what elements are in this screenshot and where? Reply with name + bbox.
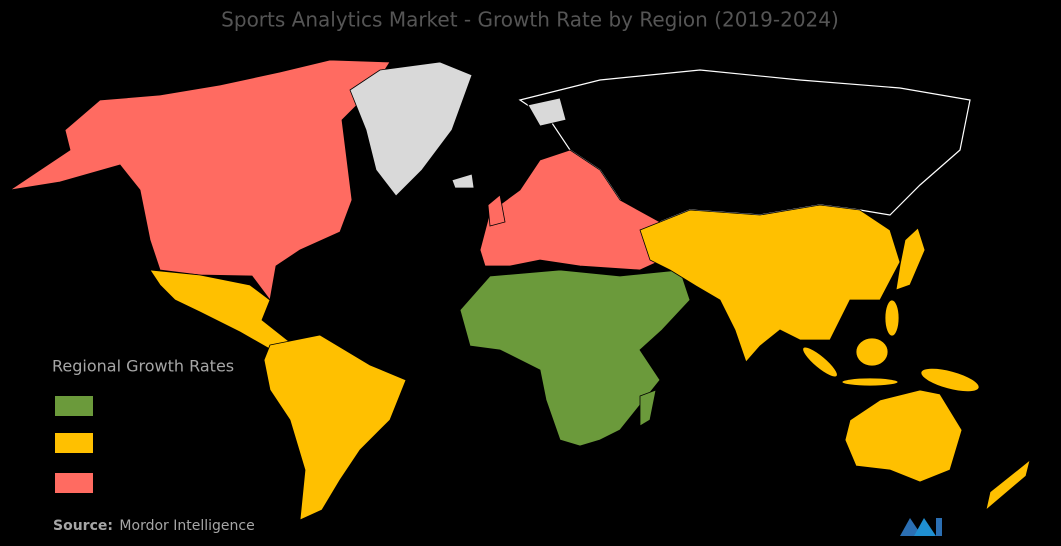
region-new-zealand — [985, 458, 1031, 512]
region-sumatra — [802, 346, 838, 378]
region-madagascar — [639, 389, 657, 427]
logo-shape — [936, 518, 942, 536]
legend-swatch — [55, 396, 93, 416]
region-java — [841, 377, 899, 387]
region-north-america — [9, 59, 391, 301]
region-south-america — [263, 334, 407, 521]
source-label: Source: — [53, 518, 113, 534]
region-british-isles — [487, 194, 506, 227]
legend-swatch — [55, 473, 93, 493]
logo — [900, 518, 942, 536]
region-iceland — [451, 173, 475, 189]
region-borneo — [855, 337, 889, 367]
region-svalbard — [527, 97, 567, 127]
legend-title: Regional Growth Rates — [52, 357, 234, 376]
source-text: Mordor Intelligence — [119, 518, 254, 534]
region-asia — [639, 204, 901, 363]
legend-swatch — [55, 433, 93, 453]
region-australia — [844, 389, 963, 483]
map-title: Sports Analytics Market - Growth Rate by… — [221, 8, 839, 32]
world-map — [9, 59, 1031, 521]
region-greenland — [349, 61, 473, 197]
region-japan — [895, 227, 926, 291]
logo-shape — [914, 518, 936, 536]
region-new-guinea — [920, 367, 980, 393]
region-philippines — [884, 299, 900, 337]
source: Source: Mordor Intelligence — [53, 518, 255, 534]
legend — [55, 396, 93, 493]
